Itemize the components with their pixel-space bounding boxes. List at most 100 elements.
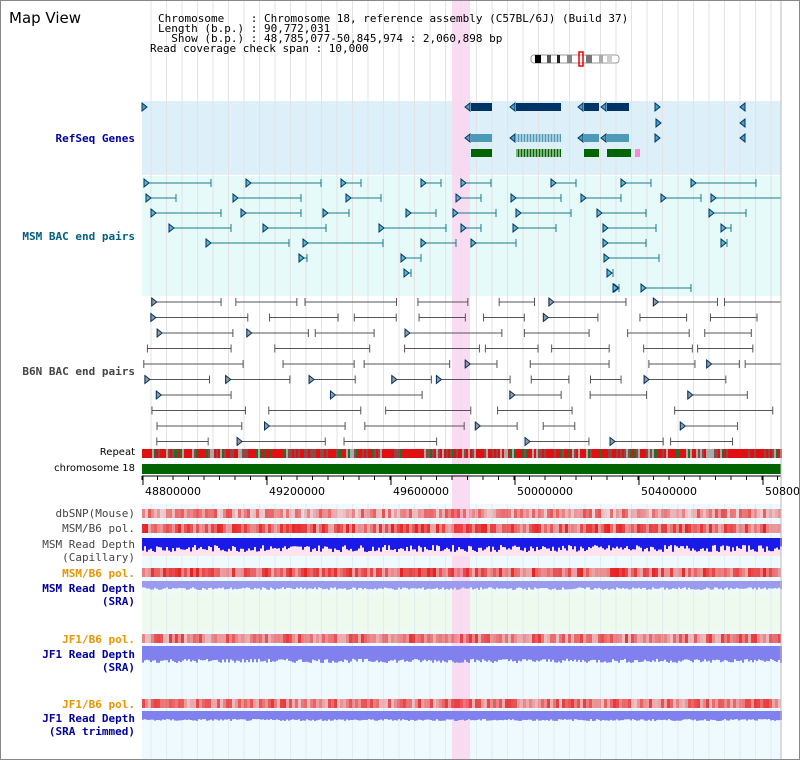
dbsnp-heat-cell — [679, 509, 682, 518]
dbsnp-heat-cell — [652, 509, 655, 518]
dbsnp-heat-cell — [220, 509, 223, 518]
msm-sra-depth-bar — [196, 581, 198, 590]
msm-cap-depth-bar — [676, 538, 678, 547]
msm-cap-depth-bar — [442, 538, 444, 551]
msm-b6-pol-heat-cell — [709, 568, 712, 577]
msm-cap-depth-bar — [488, 538, 490, 547]
msm-sra-depth-bar — [314, 581, 316, 588]
msm-sra-depth-bar — [558, 581, 560, 590]
repeat-segment — [280, 449, 282, 458]
msm-b6-pol-heat-cell — [613, 568, 616, 577]
jf1-trim-depth-bar — [152, 711, 154, 720]
jf1-trim-depth-bar — [358, 711, 360, 721]
track-label-msm-depth-sra-1[interactable]: MSM Read Depth — [42, 582, 135, 595]
jf1-sra-depth-bar — [492, 646, 494, 663]
jf1-b6-pol-heat-cell — [265, 634, 268, 643]
jf1-sra-depth-bar — [452, 646, 454, 662]
msm-b6-pol-heat-cell — [769, 568, 772, 577]
jf1-b6-pol-heat-cell — [544, 634, 547, 643]
jf1-sra-depth-bar — [454, 646, 456, 663]
dbsnp-heat-cell — [670, 509, 673, 518]
msm-b6-pol-heat-cell — [238, 568, 241, 577]
jf1-sra-depth-bar — [576, 646, 578, 662]
repeat-segment — [172, 449, 174, 458]
dbsnp-heat-cell — [478, 509, 481, 518]
msm-sra-depth-bar — [334, 581, 336, 588]
track-label-msm-b6-pol-b[interactable]: MSM/B6 pol. — [62, 567, 135, 580]
jf1-b6-pol-heat-cell — [700, 634, 703, 643]
jf1-trim-depth-bar — [672, 711, 674, 721]
jf1-sra-depth-bar — [556, 646, 558, 663]
jf1-b6-pol-heat-cell — [229, 634, 232, 643]
gene-strand-arrow — [308, 374, 315, 385]
msm-b6-pol-heat-cell — [502, 524, 505, 533]
msm-cap-depth-bar — [484, 538, 486, 550]
msm-b6-pol-heat-cell — [709, 524, 712, 533]
msm-b6-pol-heat-cell — [637, 568, 640, 577]
msm-b6-pol-heat-cell — [547, 524, 550, 533]
track-label-msm-b6-pol-a[interactable]: MSM/B6 pol. — [62, 522, 135, 535]
repeat-segment — [606, 449, 608, 458]
track-label-jf1-depth-trim-1[interactable]: JF1 Read Depth — [42, 712, 135, 725]
dbsnp-heat-cell — [619, 509, 622, 518]
jf1-sra-depth-bar — [498, 646, 500, 660]
jf1-b6-pol-heat-cell — [226, 634, 229, 643]
msm-cap-depth-bar — [482, 538, 484, 551]
dbsnp-heat-cell — [202, 509, 205, 518]
repeat-segment — [460, 449, 462, 458]
msm-sra-depth-bar — [238, 581, 240, 589]
msm-cap-depth-bar — [390, 538, 392, 550]
dbsnp-heat-cell — [448, 509, 451, 518]
msm-b6-pol-heat-cell — [739, 524, 742, 533]
track-label-jf1-b6-pol-b[interactable]: JF1/B6 pol. — [62, 698, 135, 711]
track-label-refseq[interactable]: RefSeq Genes — [55, 132, 135, 145]
jf1-trim-depth-bar — [534, 711, 536, 721]
msm-b6-pol-heat-cell — [658, 524, 661, 533]
jf1-trim-depth-bar — [298, 711, 300, 720]
jf1-trim-depth-bar — [414, 711, 416, 721]
jf1-sra-depth-bar — [552, 646, 554, 660]
msm-b6-pol-heat-cell — [619, 524, 622, 533]
msm-b6-pol-heat-cell — [475, 524, 478, 533]
jf1-trim-depth-bar — [512, 711, 514, 720]
repeat-segment — [228, 449, 230, 458]
msm-cap-depth-bar — [634, 538, 636, 550]
jf1-sra-depth-bar — [242, 646, 244, 660]
track-label-b6n-bac[interactable]: B6N BAC end pairs — [22, 365, 135, 378]
jf1-b6-pol-heat-cell — [703, 699, 706, 708]
msm-sra-depth-bar — [708, 581, 710, 589]
repeat-segment — [490, 449, 492, 458]
msm-sra-depth-bar — [382, 581, 384, 589]
msm-b6-pol-heat-cell — [490, 524, 493, 533]
msm-sra-depth-bar — [328, 581, 330, 590]
jf1-sra-depth-bar — [758, 646, 760, 660]
jf1-trim-depth-bar — [246, 711, 248, 721]
track-label-jf1-depth-sra-1[interactable]: JF1 Read Depth — [42, 648, 135, 661]
jf1-trim-depth-bar — [474, 711, 476, 721]
dbsnp-heat-cell — [592, 509, 595, 518]
msm-sra-depth-bar — [560, 581, 562, 590]
dbsnp-heat-cell — [487, 509, 490, 518]
msm-b6-pol-heat-cell — [268, 524, 271, 533]
repeat-segment — [668, 449, 670, 458]
jf1-b6-pol-heat-cell — [382, 634, 385, 643]
repeat-segment — [544, 449, 546, 458]
gene-strand-arrow — [706, 358, 713, 370]
msm-b6-pol-heat-cell — [676, 524, 679, 533]
repeat-segment — [728, 449, 730, 458]
msm-sra-depth-bar — [152, 581, 154, 590]
jf1-sra-depth-bar — [186, 646, 188, 661]
jf1-trim-depth-bar — [770, 711, 772, 721]
jf1-b6-pol-heat-cell — [454, 634, 457, 643]
msm-sra-depth-bar — [648, 581, 650, 590]
msm-sra-depth-bar — [282, 581, 284, 588]
track-label-dbsnp[interactable]: dbSNP(Mouse) — [55, 507, 135, 520]
msm-cap-depth-bar — [242, 538, 244, 549]
repeat-segment — [550, 449, 552, 458]
track-label-jf1-b6-pol-a[interactable]: JF1/B6 pol. — [62, 633, 135, 646]
jf1-b6-pol-heat-cell — [250, 634, 253, 643]
track-label-msm-bac[interactable]: MSM BAC end pairs — [22, 230, 135, 243]
repeat-segment — [218, 449, 220, 458]
track-label-msm-depth-cap-1[interactable]: MSM Read Depth — [42, 538, 135, 551]
